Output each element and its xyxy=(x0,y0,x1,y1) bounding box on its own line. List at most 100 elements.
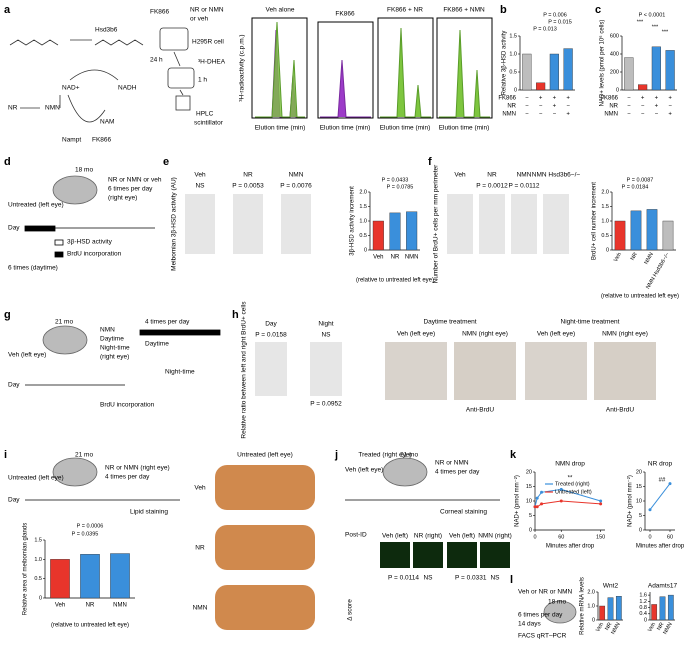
row-mark: + xyxy=(553,96,557,102)
x-tick-label: Veh xyxy=(373,255,383,261)
arrow xyxy=(69,69,119,81)
label: NR (right) xyxy=(414,533,442,540)
label: Anti-BrdU xyxy=(606,407,634,414)
series-line xyxy=(535,500,601,508)
plot-frame xyxy=(251,17,308,119)
x-axis-label: Minutes after drop xyxy=(546,544,595,550)
annotation: ** xyxy=(568,476,573,482)
y-tick-label: 15 xyxy=(526,484,532,490)
label: P = 0.0158 xyxy=(255,332,287,339)
label: 18 mo xyxy=(75,167,93,174)
label: Night xyxy=(318,321,333,328)
label: FK866 xyxy=(335,11,355,18)
gland-image xyxy=(215,465,315,510)
label: 14 days xyxy=(518,621,542,628)
label: NMN xyxy=(193,605,208,612)
mouse-icons xyxy=(42,175,577,624)
annotation: P = 0.0395 xyxy=(72,531,99,537)
label: P = 0.0076 xyxy=(280,183,312,190)
label: Daytime treatment xyxy=(423,319,476,326)
label: NMN (right eye) xyxy=(602,331,648,338)
y-tick-label: 0.5 xyxy=(34,576,42,582)
point xyxy=(599,502,603,506)
bar xyxy=(549,53,559,91)
annotation: *** xyxy=(662,29,669,35)
point xyxy=(535,496,539,500)
label: b xyxy=(500,4,507,16)
row-mark: − xyxy=(668,104,672,110)
label: i xyxy=(4,449,7,461)
chart-title: NMN drop xyxy=(555,461,585,468)
plot-frame xyxy=(436,17,493,119)
treatment-bar xyxy=(24,225,56,232)
panel-bg xyxy=(233,194,263,254)
label: Corneal staining xyxy=(440,509,487,516)
panel-bg xyxy=(185,194,215,254)
label: NMN xyxy=(100,327,115,334)
cornea-image xyxy=(447,542,477,568)
row-mark: + xyxy=(655,96,659,102)
y-tick-label: 10 xyxy=(526,498,532,504)
label: NS xyxy=(195,183,205,190)
row-mark: + xyxy=(539,96,543,102)
y-tick-label: 1.0 xyxy=(587,603,595,609)
micrograph xyxy=(385,342,447,400)
bar xyxy=(50,559,70,599)
point xyxy=(668,482,672,486)
row-mark: − xyxy=(525,104,529,110)
y-tick-label: 15 xyxy=(636,484,642,490)
y-tick-label: 0 xyxy=(529,527,532,533)
spacer xyxy=(335,465,337,466)
label: FK866 + NR xyxy=(387,7,423,14)
label: Daytime xyxy=(145,341,169,348)
label: NMN xyxy=(517,172,532,179)
point xyxy=(559,499,563,503)
label: P = 0.0012 xyxy=(476,183,508,190)
x-tick-label: NMN xyxy=(405,255,419,261)
label: Post-ID xyxy=(345,532,367,539)
point xyxy=(533,505,537,509)
label: Day xyxy=(8,382,20,389)
annotation: P = 0.013 xyxy=(533,26,557,32)
label: FK866 xyxy=(150,9,170,16)
label: Veh (left eye) xyxy=(537,331,575,338)
x-tick-label: Veh xyxy=(595,622,605,633)
row-mark: − xyxy=(627,112,631,118)
label: NR xyxy=(195,545,205,552)
y-tick-label: 200 xyxy=(610,69,619,75)
plot-frame xyxy=(317,21,374,119)
micrograph xyxy=(454,342,516,400)
label: c xyxy=(595,4,601,16)
label: 1 h xyxy=(198,77,207,84)
label: 21 mo xyxy=(75,452,93,459)
annotation: *** xyxy=(637,19,644,25)
annotation: P < 0.0001 xyxy=(639,12,666,18)
row-name: NR xyxy=(507,104,516,110)
legend-box xyxy=(54,251,64,258)
y-tick-label: 1.0 xyxy=(601,218,609,224)
label: Night-time treatment xyxy=(561,319,620,326)
peak xyxy=(255,21,305,118)
x-tick-label: 60 xyxy=(667,534,673,540)
point xyxy=(648,508,652,512)
y-tick-label: 2.0 xyxy=(601,189,609,195)
label: a xyxy=(4,4,11,16)
label: 21 mo xyxy=(55,319,73,326)
label: NADH xyxy=(118,85,137,92)
y-tick-label: 0.8 xyxy=(639,605,647,611)
y-tick-label: 1.5 xyxy=(34,537,42,543)
label: 4 times per day xyxy=(105,474,150,481)
label: Day xyxy=(8,225,20,232)
label: Treated (right eye) xyxy=(358,452,411,459)
row-mark: − xyxy=(641,112,645,118)
label: Veh xyxy=(194,485,206,492)
annotation: P = 0.0087 xyxy=(627,177,654,183)
row-mark: − xyxy=(566,104,570,110)
chart-title: Wnt2 xyxy=(603,583,619,590)
y-tick-label: 1.5 xyxy=(509,33,517,39)
y-tick-label: 0.5 xyxy=(601,233,609,239)
label: NMN xyxy=(289,172,304,179)
row-mark: − xyxy=(525,96,529,102)
label: Veh or NR or NMN xyxy=(518,589,572,596)
y-axis-label: Relative area of meibomian glands xyxy=(23,523,29,615)
